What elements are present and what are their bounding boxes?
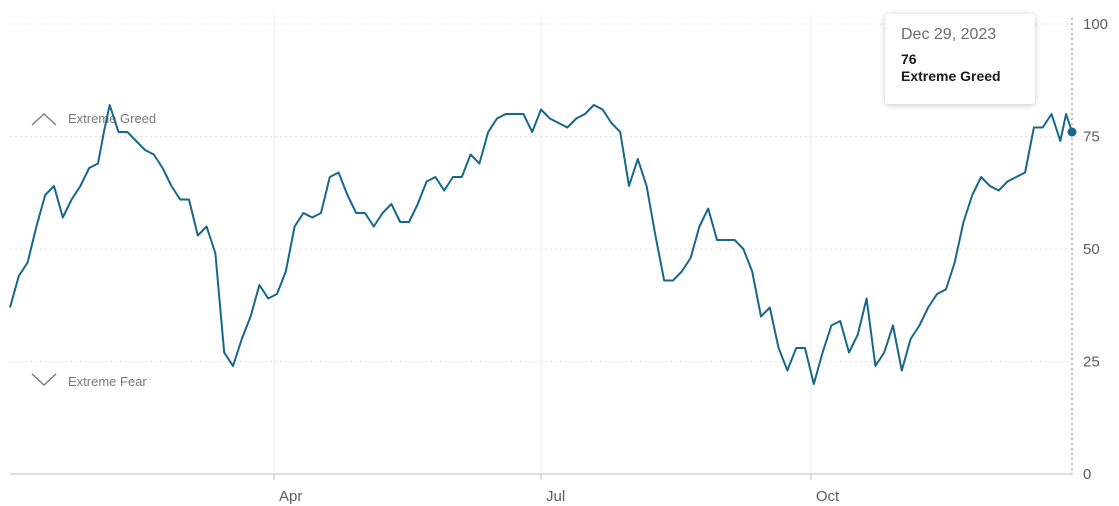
band-label-fear: Extreme Fear bbox=[68, 374, 147, 389]
grid-layer bbox=[10, 14, 1073, 480]
axes: 0 25 50 75 100 Apr Jul Oct bbox=[279, 16, 1108, 505]
y-tick-label: 50 bbox=[1083, 241, 1100, 258]
series-layer bbox=[9, 104, 1077, 385]
y-tick-label: 25 bbox=[1083, 354, 1100, 371]
x-tick-label: Jul bbox=[546, 488, 565, 505]
y-tick-label: 0 bbox=[1083, 466, 1091, 483]
tooltip: Dec 29, 2023 76 Extreme Greed bbox=[885, 14, 1035, 104]
band-label-greed: Extreme Greed bbox=[68, 111, 156, 126]
y-tick-label: 100 bbox=[1083, 16, 1108, 33]
tooltip-date: Dec 29, 2023 bbox=[901, 26, 997, 43]
tooltip-value: 76 bbox=[901, 51, 917, 67]
tooltip-rating: Extreme Greed bbox=[901, 68, 1001, 84]
chevron-down-icon bbox=[31, 373, 57, 386]
band-labels: Extreme Greed Extreme Fear bbox=[31, 111, 156, 389]
series-line bbox=[9, 104, 1073, 385]
latest-point-marker bbox=[1067, 127, 1077, 137]
x-tick-label: Apr bbox=[279, 488, 302, 505]
y-tick-label: 75 bbox=[1083, 129, 1100, 146]
x-tick-label: Oct bbox=[816, 488, 840, 505]
chevron-up-icon bbox=[31, 113, 57, 126]
